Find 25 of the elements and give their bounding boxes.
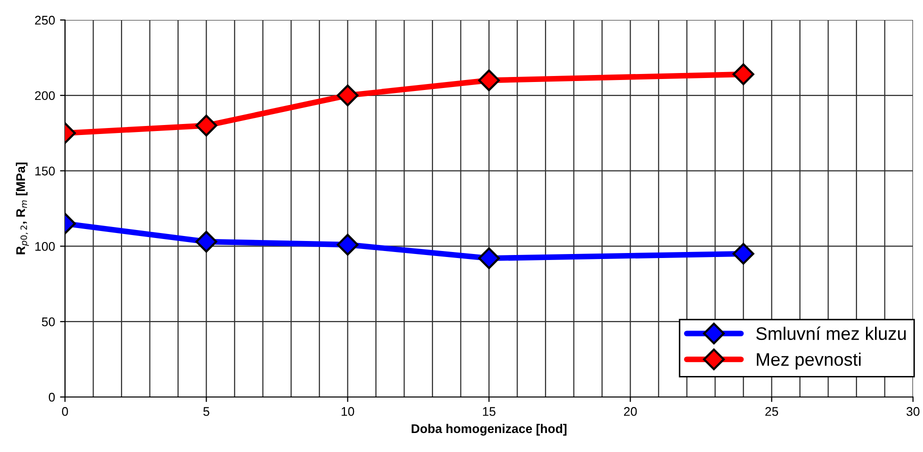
x-tick-label: 15: [483, 407, 496, 416]
point: [336, 234, 359, 256]
point: [478, 247, 500, 270]
point: [195, 230, 218, 253]
y-tick-label: 150: [35, 166, 55, 176]
x-tick-label: 5: [203, 407, 210, 416]
y-tick-label: 100: [35, 242, 55, 251]
point: [478, 69, 500, 92]
y-tick-label: 250: [35, 16, 55, 25]
x-tick-label: 0: [62, 407, 68, 416]
y-axis-title: R$_{p0,2}$, R$_{m}$ [MPa]: [16, 162, 29, 254]
legend-label: Smluvní mez kluzu: [756, 326, 906, 340]
point: [732, 242, 754, 265]
x-tick-label: 30: [906, 407, 920, 416]
x-axis-title: Doba homogenizace [hod]: [412, 424, 566, 436]
x-tick-label: 10: [342, 407, 354, 416]
y-tick-label: 200: [35, 91, 55, 100]
point: [336, 84, 359, 106]
x-tick-label: 20: [624, 407, 637, 416]
point: [732, 63, 754, 86]
point: [195, 114, 218, 136]
legend-label: Mez pevnosti: [756, 352, 861, 370]
x-tick-label: 25: [765, 407, 778, 416]
y-tick-label: 0: [48, 392, 55, 402]
y-tick-label: 50: [42, 317, 55, 326]
